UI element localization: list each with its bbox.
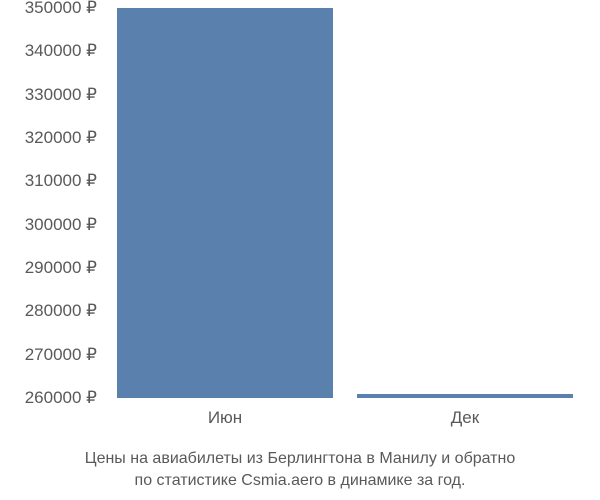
y-tick-label: 270000 ₽ (25, 345, 97, 365)
y-tick-label: 320000 ₽ (25, 128, 97, 148)
y-tick-label: 300000 ₽ (25, 215, 97, 235)
x-tick-label: Дек (451, 408, 479, 428)
y-tick-label: 350000 ₽ (25, 0, 97, 18)
y-tick-label: 310000 ₽ (25, 171, 97, 191)
bar (117, 8, 333, 398)
y-tick-label: 330000 ₽ (25, 85, 97, 105)
chart-caption: Цены на авиабилеты из Берлингтона в Мани… (0, 448, 600, 491)
caption-line: Цены на авиабилеты из Берлингтона в Мани… (85, 450, 516, 467)
x-tick-label: Июн (208, 408, 242, 428)
price-bar-chart: 260000 ₽ 270000 ₽ 280000 ₽ 290000 ₽ 300000 ₽… (0, 0, 600, 500)
y-tick-label: 280000 ₽ (25, 301, 97, 321)
y-tick-label: 290000 ₽ (25, 258, 97, 278)
y-tick-label: 340000 ₽ (25, 41, 97, 61)
caption-line: по статистике Csmia.aero в динамике за г… (135, 472, 466, 489)
y-tick-label: 260000 ₽ (25, 388, 97, 408)
bar (357, 394, 573, 398)
